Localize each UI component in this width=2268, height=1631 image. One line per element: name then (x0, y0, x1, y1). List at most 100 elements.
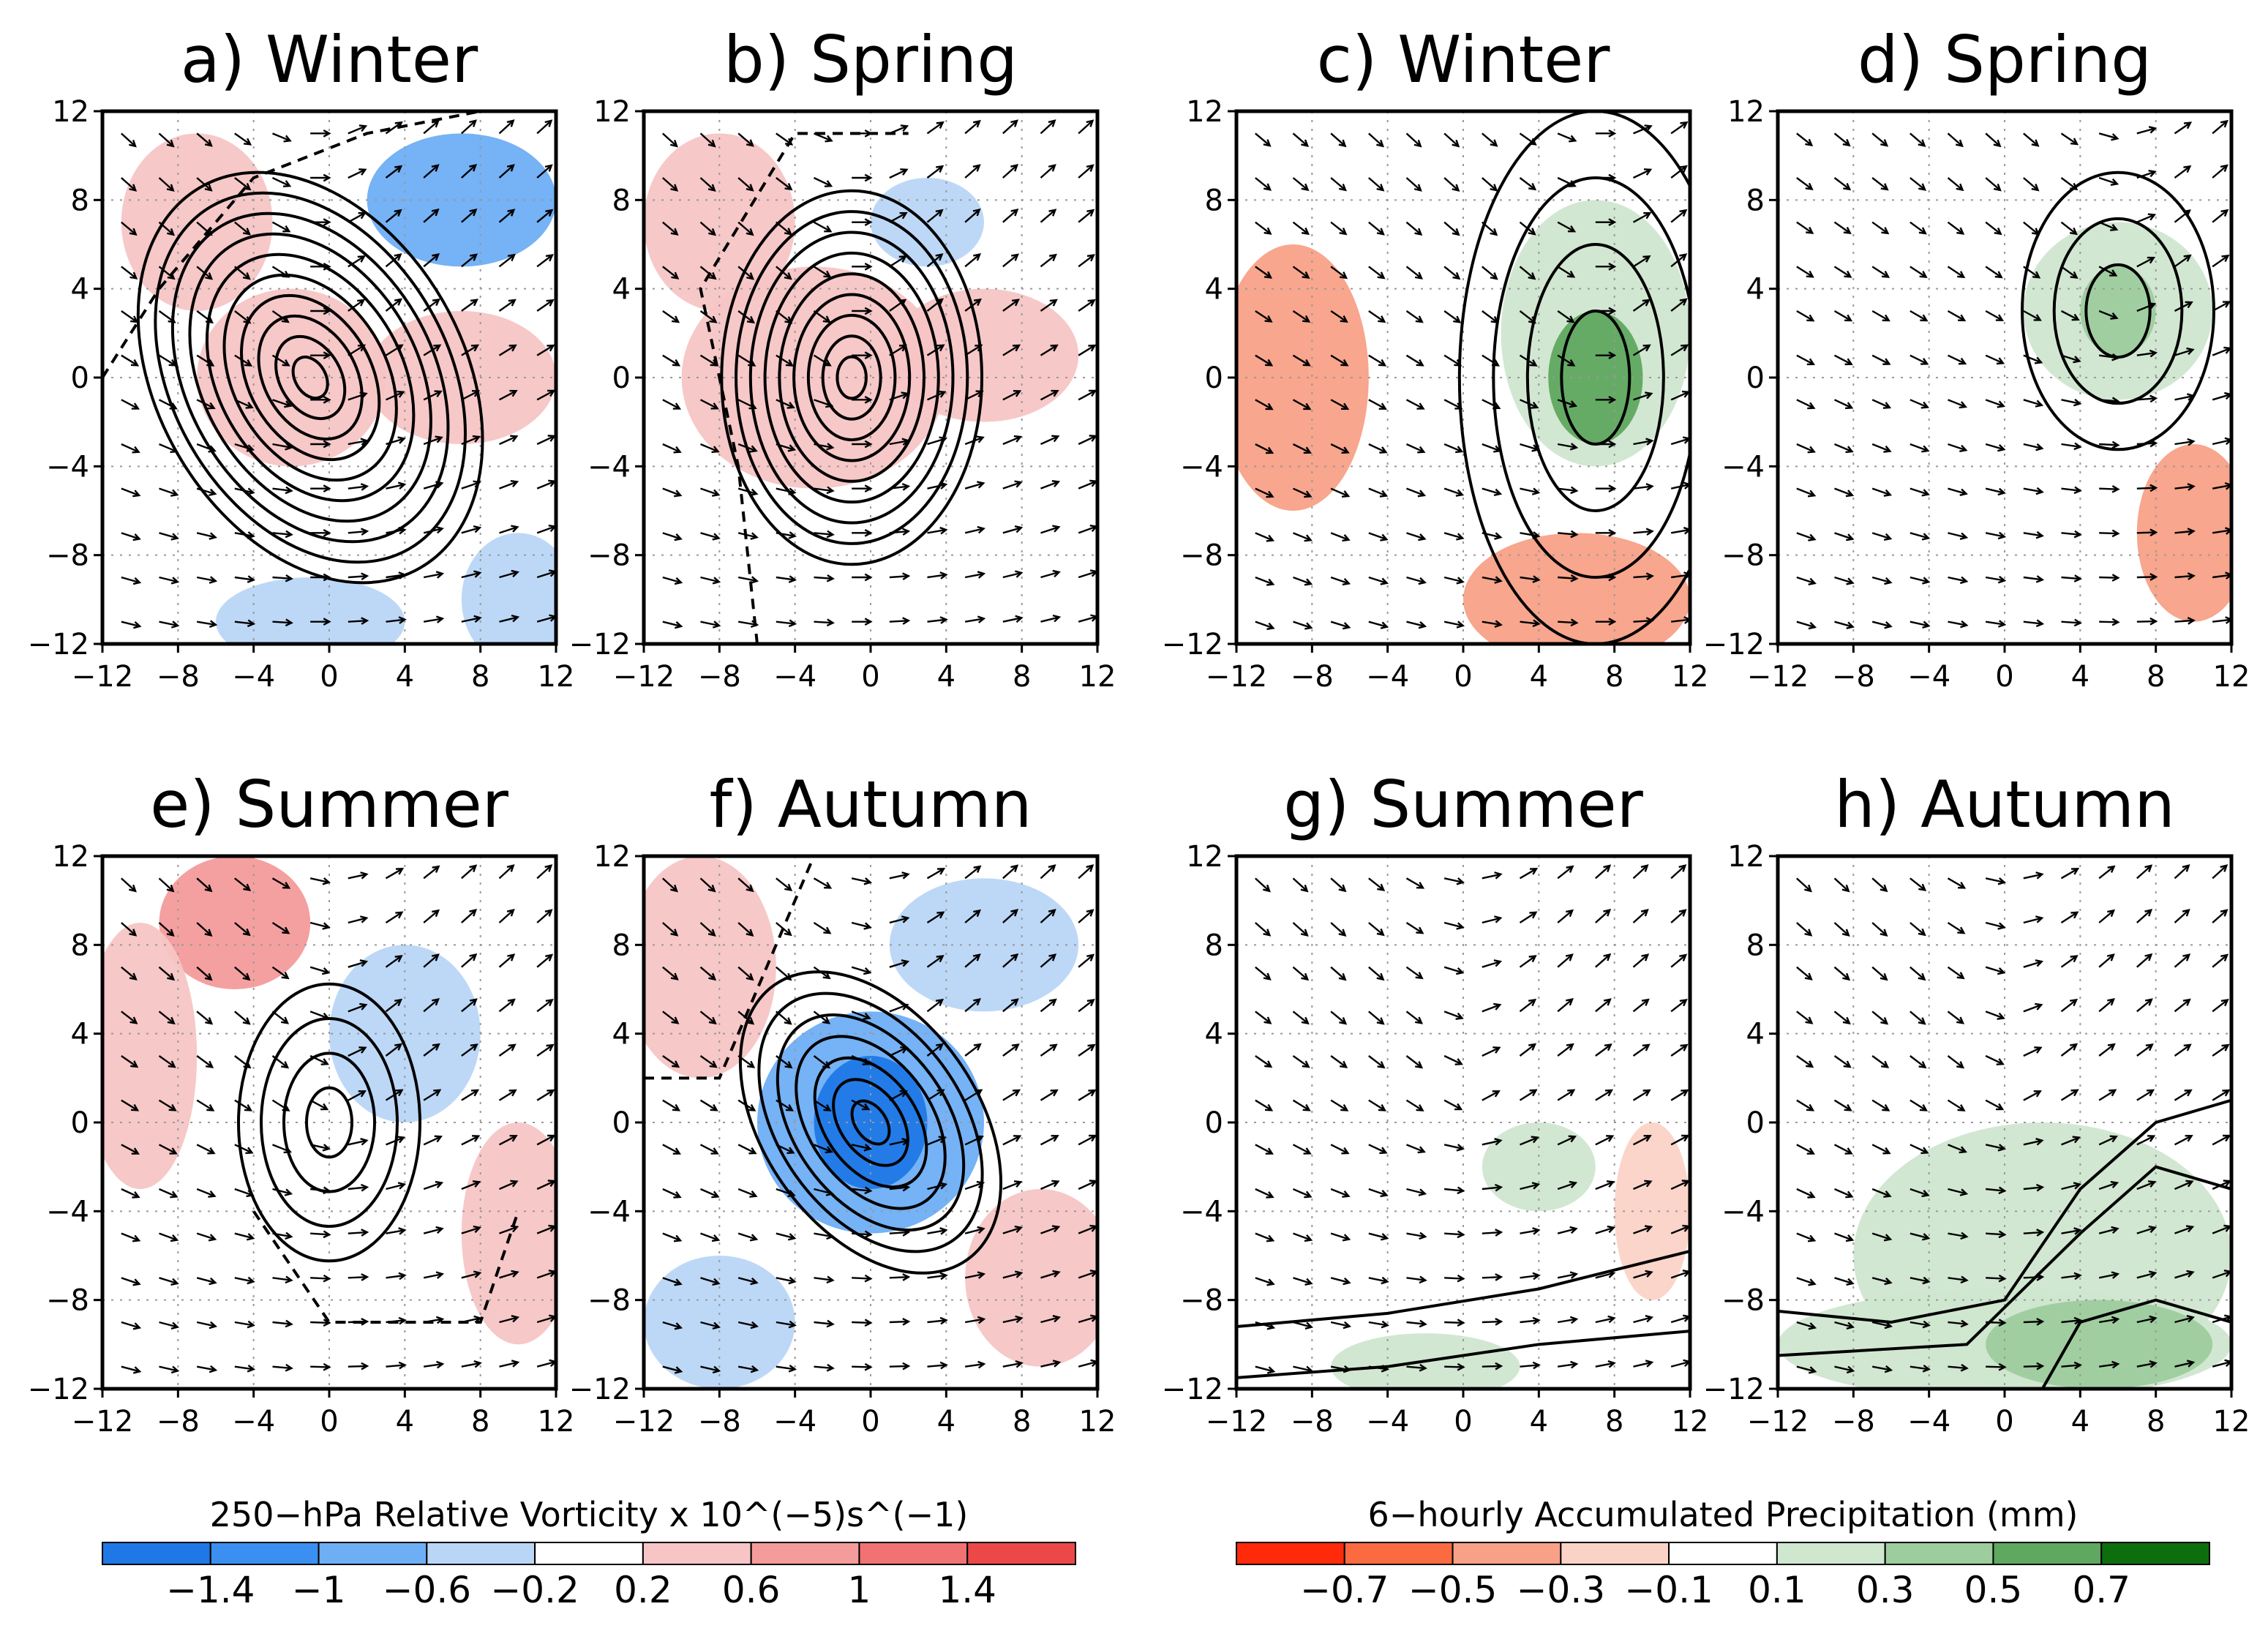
wind-arrow-a (121, 132, 137, 148)
wind-arrow-g (1368, 877, 1386, 892)
wind-arrow-g (1292, 1055, 1310, 1068)
wind-arrow-f (700, 1277, 721, 1286)
y-tick-label-f: 0 (612, 1106, 631, 1140)
wind-arrow-c (1330, 620, 1351, 630)
wind-arrow-c (1595, 218, 1617, 227)
wind-arrow-d (2212, 254, 2230, 268)
contour-solid-a (291, 355, 329, 400)
y-tick-label-e: 4 (71, 1018, 89, 1051)
wind-arrow-e (234, 966, 251, 981)
y-tick-label-d: 0 (1746, 361, 1765, 395)
wind-arrow-a (196, 532, 217, 540)
wind-arrow-d (2174, 393, 2196, 401)
wind-arrow-a (310, 440, 331, 449)
y-tick-label-c: 8 (1205, 184, 1223, 217)
wind-arrow-h (2061, 1136, 2081, 1146)
wind-arrow-g (1557, 909, 1574, 923)
wind-arrow-c (1368, 354, 1387, 367)
wind-arrow-a (159, 576, 180, 585)
wind-arrow-c (1482, 354, 1501, 367)
wind-arrow-f (1040, 864, 1056, 880)
wind-arrow-a (121, 532, 141, 541)
panel-plot-e (102, 856, 556, 1389)
colorbar-swatch-1 (1452, 1542, 1562, 1565)
wind-arrow-c (1368, 576, 1389, 585)
panel-a: a) Winter −12 −8 −4 0 4 8 12 12 8 4 0 −4 −8 −12 (28, 22, 575, 694)
wind-arrow-b (889, 124, 909, 135)
wind-arrow-c (1557, 399, 1578, 408)
wind-arrow-e (348, 1046, 367, 1057)
wind-arrow-a (499, 569, 519, 579)
wind-arrow-f (1002, 1043, 1020, 1057)
wind-arrow-b (776, 487, 797, 495)
wind-arrow-f (1078, 998, 1095, 1013)
wind-arrow-b (1040, 299, 1058, 312)
y-tick-label-b: 0 (612, 361, 631, 395)
wind-arrow-b (699, 310, 718, 323)
y-tick-label-c: −8 (1180, 539, 1223, 573)
wind-arrow-d (1833, 399, 1854, 410)
x-tick-label-a: 8 (471, 660, 489, 694)
wind-arrow-a (423, 208, 440, 223)
colorbar-swatch-0 (318, 1542, 428, 1565)
wind-arrow-e (536, 1089, 555, 1101)
wind-arrow-c (1330, 354, 1349, 367)
wind-arrow-b (926, 209, 944, 223)
wind-arrow-b (927, 616, 948, 624)
wind-arrow-g (1595, 1225, 1615, 1234)
wind-arrow-h (1985, 966, 2006, 975)
wind-arrow-e (234, 1276, 255, 1285)
wind-arrow-a (348, 168, 367, 179)
wind-arrow-c (1330, 487, 1351, 498)
wind-arrow-f (737, 1188, 758, 1198)
wind-arrow-h (2023, 959, 2044, 968)
wind-arrow-d (2212, 119, 2228, 135)
wind-arrow-e (348, 1090, 367, 1101)
wind-arrow-h (1871, 1188, 1892, 1198)
wind-arrow-e (461, 864, 478, 880)
wind-arrow-d (2061, 398, 2082, 407)
wind-arrow-h (2023, 1183, 2045, 1192)
wind-arrow-g (1557, 1135, 1577, 1146)
wind-arrow-b (1002, 480, 1023, 490)
wind-arrow-g (1519, 868, 1539, 880)
x-tick-label-d: 4 (2071, 660, 2089, 694)
wind-arrow-f (813, 1055, 831, 1069)
wind-arrow-b (1040, 569, 1061, 579)
panel-e: e) Summer −12 −8 −4 0 4 8 12 12 8 4 0 −4 −8 −12 (28, 767, 575, 1439)
wind-arrow-h (1796, 1277, 1817, 1286)
x-tick-label-g: 0 (1454, 1405, 1472, 1439)
wind-arrow-e (159, 1232, 179, 1242)
wind-arrow-b (1040, 435, 1060, 446)
wind-arrow-b (964, 253, 982, 268)
wind-arrow-e (272, 1144, 292, 1154)
wind-arrow-b (776, 531, 797, 539)
wind-arrow-d (2136, 439, 2158, 448)
y-tick-label-f: 8 (612, 929, 631, 962)
wind-arrow-f (927, 1136, 947, 1146)
wind-arrow-h (2061, 1272, 2082, 1281)
wind-arrow-d (1985, 575, 2007, 584)
wind-arrow-b (1002, 435, 1023, 446)
wind-arrow-e (196, 1055, 214, 1068)
wind-arrow-c (1443, 354, 1462, 367)
wind-arrow-h (2174, 1043, 2192, 1057)
x-tick-label-g: 12 (1672, 1405, 1709, 1439)
x-tick-label-a: −12 (72, 660, 133, 694)
wind-arrow-g (1595, 953, 1612, 968)
wind-arrow-c (1482, 620, 1503, 629)
wind-arrow-e (536, 1043, 555, 1057)
wind-arrow-c (1595, 173, 1617, 182)
wind-arrow-h (1833, 966, 1851, 981)
wind-arrow-g (1405, 1099, 1424, 1111)
wind-arrow-e (461, 1360, 482, 1368)
wind-arrow-d (2174, 347, 2195, 356)
wind-arrow-g (1557, 997, 1574, 1013)
wind-arrow-b (1040, 525, 1061, 534)
wind-arrow-b (926, 121, 945, 135)
wind-arrow-d (2023, 266, 2041, 279)
wind-arrow-c (1520, 487, 1541, 495)
wind-arrow-g (1482, 1362, 1503, 1371)
contour-solid-a (136, 170, 484, 585)
wind-arrow-h (2212, 1134, 2231, 1146)
